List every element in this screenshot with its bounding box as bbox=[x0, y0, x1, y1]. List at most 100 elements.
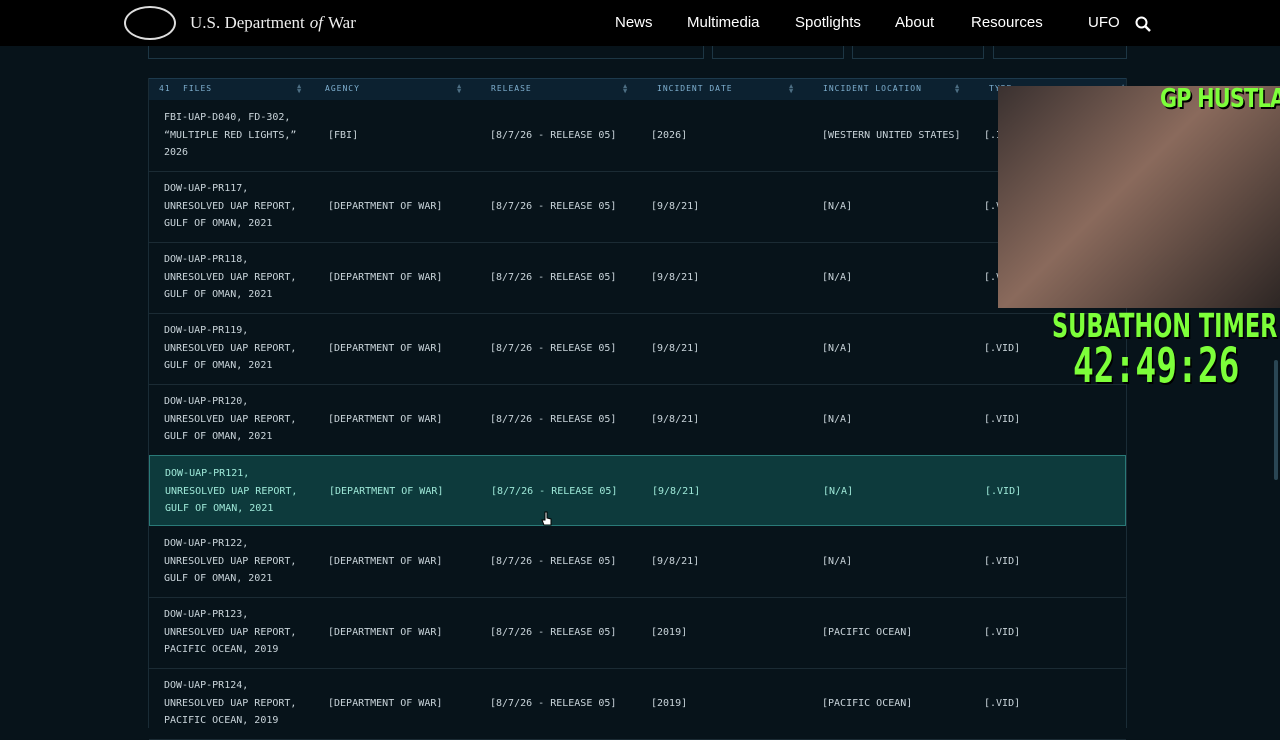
sort-icon[interactable]: ▲▼ bbox=[623, 82, 628, 95]
cell-text: [DEPARTMENT OF WAR] bbox=[328, 627, 443, 638]
cell-text: [.VID] bbox=[984, 698, 1021, 709]
brand-text: of bbox=[309, 13, 323, 32]
cell-text: [.VID] bbox=[984, 556, 1021, 567]
file-line: DOW-UAP-PR118, bbox=[164, 254, 249, 265]
nav-link[interactable]: UFO bbox=[1088, 14, 1120, 31]
cell-text: [.VID] bbox=[984, 414, 1021, 425]
column-header[interactable]: INCIDENT DATE bbox=[657, 84, 733, 93]
cell-text: [PACIFIC OCEAN] bbox=[822, 627, 913, 638]
cell-text: [DEPARTMENT OF WAR] bbox=[328, 343, 443, 354]
file-line: “MULTIPLE RED LIGHTS,” bbox=[164, 129, 297, 141]
filter-box[interactable] bbox=[712, 46, 844, 59]
sort-icon[interactable]: ▲▼ bbox=[457, 82, 462, 95]
file-count: 41 bbox=[159, 84, 171, 93]
cell-text: [N/A] bbox=[822, 343, 853, 354]
file-line: GULF OF OMAN, 2021 bbox=[165, 503, 274, 514]
scrollbar[interactable] bbox=[1274, 360, 1278, 480]
file-line: GULF OF OMAN, 2021 bbox=[164, 431, 273, 442]
table-row[interactable]: DOW-UAP-PR121, UNRESOLVED UAP REPORT, GULF… bbox=[149, 455, 1126, 526]
cell-text: [8/7/26 - RELEASE 05] bbox=[490, 698, 617, 709]
column-header[interactable]: AGENCY bbox=[325, 84, 360, 93]
file-line: UNRESOLVED UAP REPORT, bbox=[165, 485, 298, 497]
file-line: PACIFIC OCEAN, 2019 bbox=[164, 644, 279, 655]
file-line: UNRESOLVED UAP REPORT, bbox=[164, 555, 297, 567]
nav-link[interactable]: Spotlights bbox=[795, 14, 861, 31]
cell-text: [8/7/26 - RELEASE 05] bbox=[490, 201, 617, 212]
sort-icon[interactable]: ▲▼ bbox=[789, 82, 794, 95]
file-line: DOW-UAP-PR119, bbox=[164, 325, 249, 336]
column-header[interactable]: FILES bbox=[183, 84, 213, 93]
file-cell: DOW-UAP-PR124, UNRESOLVED UAP REPORT, PACI… bbox=[164, 677, 296, 730]
cell-text: [8/7/26 - RELEASE 05] bbox=[491, 486, 618, 497]
table-row[interactable]: DOW-UAP-PR119, UNRESOLVED UAP REPORT, GULF… bbox=[149, 313, 1126, 385]
brand[interactable]: U.S. Department of War bbox=[190, 13, 361, 33]
cell-text: [N/A] bbox=[823, 486, 854, 497]
cell-text: [DEPARTMENT OF WAR] bbox=[328, 556, 443, 567]
cell-text: [8/7/26 - RELEASE 05] bbox=[490, 130, 617, 141]
nav-link[interactable]: Multimedia bbox=[687, 14, 760, 31]
file-cell: DOW-UAP-PR118, UNRESOLVED UAP REPORT, GULF… bbox=[164, 251, 296, 304]
file-cell: DOW-UAP-PR119, UNRESOLVED UAP REPORT, GULF… bbox=[164, 322, 296, 375]
table-row[interactable]: DOW-UAP-PR124, UNRESOLVED UAP REPORT, PACI… bbox=[149, 668, 1126, 740]
nav-link[interactable]: About bbox=[895, 14, 935, 31]
file-cell: DOW-UAP-PR122, UNRESOLVED UAP REPORT, GULF… bbox=[164, 535, 296, 588]
channel-name: GP HUSTLA bbox=[1160, 84, 1280, 114]
file-line: UNRESOLVED UAP REPORT, bbox=[164, 342, 297, 354]
file-cell: FBI-UAP-D040, FD-302, “MULTIPLE RED LIGHT… bbox=[164, 109, 296, 162]
filter-box[interactable] bbox=[148, 46, 704, 59]
cell-text: [N/A] bbox=[822, 201, 853, 212]
file-line: GULF OF OMAN, 2021 bbox=[164, 218, 273, 229]
cell-text: [DEPARTMENT OF WAR] bbox=[329, 486, 444, 497]
cell-text: [DEPARTMENT OF WAR] bbox=[328, 698, 443, 709]
cell-text: [8/7/26 - RELEASE 05] bbox=[490, 556, 617, 567]
nav-link[interactable]: News bbox=[615, 14, 653, 31]
file-line: DOW-UAP-PR124, bbox=[164, 680, 249, 691]
file-line: GULF OF OMAN, 2021 bbox=[164, 360, 273, 371]
file-line: GULF OF OMAN, 2021 bbox=[164, 289, 273, 300]
column-header[interactable]: INCIDENT LOCATION bbox=[823, 84, 922, 93]
file-line: 2026 bbox=[164, 147, 189, 158]
cell-text: [9/8/21] bbox=[652, 486, 701, 497]
cell-text: [DEPARTMENT OF WAR] bbox=[328, 414, 443, 425]
file-line: DOW-UAP-PR121, bbox=[165, 468, 250, 479]
table-row[interactable]: DOW-UAP-PR123, UNRESOLVED UAP REPORT, PACI… bbox=[149, 597, 1126, 669]
cell-text: [PACIFIC OCEAN] bbox=[822, 698, 913, 709]
table-row[interactable]: DOW-UAP-PR117, UNRESOLVED UAP REPORT, GULF… bbox=[149, 171, 1126, 243]
file-cell: DOW-UAP-PR123, UNRESOLVED UAP REPORT, PACI… bbox=[164, 606, 296, 659]
file-line: UNRESOLVED UAP REPORT, bbox=[164, 271, 297, 283]
site-header: U.S. Department of War News Multimedia Spotl… bbox=[0, 0, 1280, 46]
table-row[interactable]: DOW-UAP-PR118, UNRESOLVED UAP REPORT, GULF… bbox=[149, 242, 1126, 314]
timer-label: SUBATHON TIMER bbox=[1052, 306, 1278, 345]
cell-text: [2026] bbox=[651, 130, 688, 141]
search-icon[interactable] bbox=[1135, 16, 1151, 32]
table-row[interactable]: DOW-UAP-PR122, UNRESOLVED UAP REPORT, GULF… bbox=[149, 526, 1126, 598]
cell-text: [8/7/26 - RELEASE 05] bbox=[490, 343, 617, 354]
cell-text: [WESTERN UNITED STATES] bbox=[822, 130, 961, 141]
cell-text: [9/8/21] bbox=[651, 414, 700, 425]
file-cell: DOW-UAP-PR121, UNRESOLVED UAP REPORT, GULF… bbox=[165, 465, 297, 518]
file-cell: DOW-UAP-PR120, UNRESOLVED UAP REPORT, GULF… bbox=[164, 393, 296, 446]
cell-text: [8/7/26 - RELEASE 05] bbox=[490, 627, 617, 638]
cell-text: [9/8/21] bbox=[651, 201, 700, 212]
column-header[interactable]: RELEASE bbox=[491, 84, 532, 93]
cell-text: [N/A] bbox=[822, 414, 853, 425]
table-header: 41 FILES ▲ ▼ AGENCY ▲ ▼ RELEASE ▲ ▼ INCIDENT DATE ▲… bbox=[149, 78, 1126, 100]
nav-link[interactable]: Resources bbox=[971, 14, 1043, 31]
filter-box[interactable] bbox=[993, 46, 1127, 59]
file-line: UNRESOLVED UAP REPORT, bbox=[164, 626, 297, 638]
logo[interactable] bbox=[124, 6, 176, 40]
sort-icon[interactable]: ▲▼ bbox=[297, 82, 302, 95]
file-line: UNRESOLVED UAP REPORT, bbox=[164, 200, 297, 212]
cell-text: [9/8/21] bbox=[651, 556, 700, 567]
cell-text: [.VID] bbox=[984, 343, 1021, 354]
table-row[interactable]: FBI-UAP-D040, FD-302, “MULTIPLE RED LIGHT… bbox=[149, 100, 1126, 172]
file-line: GULF OF OMAN, 2021 bbox=[164, 573, 273, 584]
brand-text: U.S. Department bbox=[190, 13, 305, 32]
table-row[interactable]: DOW-UAP-PR120, UNRESOLVED UAP REPORT, GULF… bbox=[149, 384, 1126, 456]
file-line: FBI-UAP-D040, FD-302, bbox=[164, 112, 291, 123]
cell-text: [.VID] bbox=[984, 627, 1021, 638]
sort-icon[interactable]: ▲▼ bbox=[955, 82, 960, 95]
file-line: DOW-UAP-PR117, bbox=[164, 183, 249, 194]
filter-box[interactable] bbox=[852, 46, 984, 59]
